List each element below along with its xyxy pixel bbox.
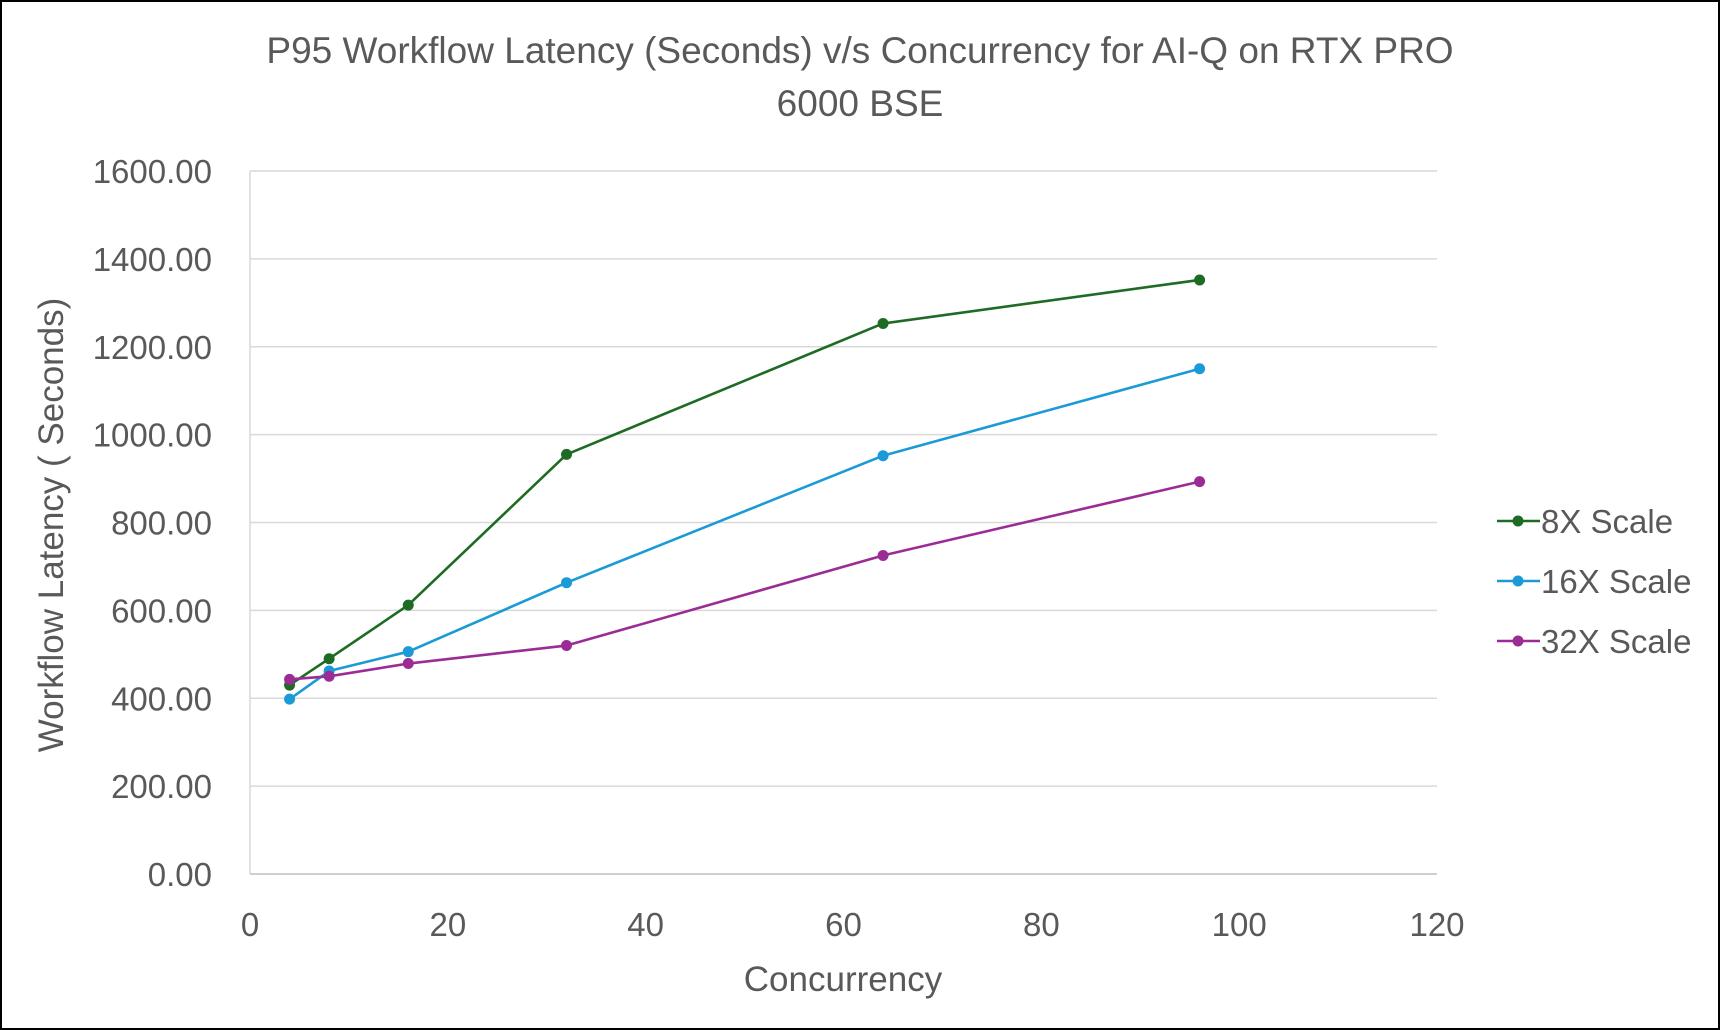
- y-tick-label: 1000.00: [93, 417, 212, 454]
- y-tick-label: 1200.00: [93, 329, 212, 366]
- chart-title-line-1: P95 Workflow Latency (Seconds) v/s Concu…: [266, 30, 1454, 71]
- data-point: [877, 317, 889, 329]
- axes: [249, 171, 1437, 875]
- legend: 8X Scale 16X Scale 32X Scale: [1497, 503, 1691, 660]
- y-tick-label: 1600.00: [93, 153, 212, 190]
- x-tick-label: 120: [1409, 906, 1464, 943]
- series-3: [284, 476, 1206, 685]
- legend-item-3: 32X Scale: [1497, 623, 1691, 660]
- data-point: [1194, 363, 1206, 375]
- data-point: [284, 673, 296, 685]
- legend-label: 32X Scale: [1541, 623, 1691, 660]
- series-2: [284, 363, 1206, 705]
- data-point: [877, 450, 889, 462]
- data-point: [561, 640, 573, 652]
- data-point: [284, 693, 296, 705]
- chart-title: P95 Workflow Latency (Seconds) v/s Concu…: [80, 24, 1640, 130]
- data-point: [323, 670, 335, 682]
- y-tick-label: 1400.00: [93, 241, 212, 278]
- x-tick-label: 40: [627, 906, 664, 943]
- data-point: [561, 448, 573, 460]
- data-point: [877, 549, 889, 561]
- legend-label: 16X Scale: [1541, 563, 1691, 600]
- x-tick-labels: 0 20 40 60 80 100 120: [241, 906, 1465, 943]
- data-point: [323, 653, 335, 665]
- series-1: [284, 274, 1206, 691]
- series-lines: [284, 274, 1206, 705]
- x-tick-label: 20: [429, 906, 466, 943]
- legend-swatch-marker: [1512, 575, 1524, 587]
- grid-lines: [250, 170, 1437, 787]
- series-line: [288, 367, 1200, 701]
- data-point: [402, 646, 414, 658]
- legend-label: 8X Scale: [1541, 503, 1673, 540]
- x-axis-title: Concurrency: [744, 960, 943, 999]
- y-tick-label: 400.00: [111, 680, 212, 717]
- data-point: [1194, 476, 1206, 488]
- y-tick-label: 800.00: [111, 505, 212, 542]
- series-line: [288, 278, 1200, 687]
- chart-title-line-2: 6000 BSE: [776, 83, 944, 124]
- y-tick-label: 0.00: [148, 856, 212, 893]
- x-tick-label: 100: [1212, 906, 1267, 943]
- data-point: [1194, 274, 1206, 286]
- x-tick-label: 0: [241, 906, 259, 943]
- legend-swatch-marker: [1512, 515, 1524, 527]
- legend-item-1: 8X Scale: [1497, 503, 1673, 540]
- data-point: [402, 599, 414, 611]
- legend-item-2: 16X Scale: [1497, 563, 1691, 600]
- data-point: [561, 577, 573, 589]
- x-tick-label: 80: [1023, 906, 1060, 943]
- y-axis-title: Workflow Latency ( Seconds): [32, 298, 71, 753]
- y-tick-label: 600.00: [111, 592, 212, 629]
- series-line: [289, 480, 1200, 681]
- y-tick-labels: 0.00 200.00 400.00 600.00 800.00 1000.00 1200.…: [93, 153, 212, 893]
- legend-swatch-marker: [1512, 635, 1524, 647]
- x-tick-label: 60: [825, 906, 862, 943]
- data-point: [402, 658, 414, 670]
- y-tick-label: 200.00: [111, 768, 212, 805]
